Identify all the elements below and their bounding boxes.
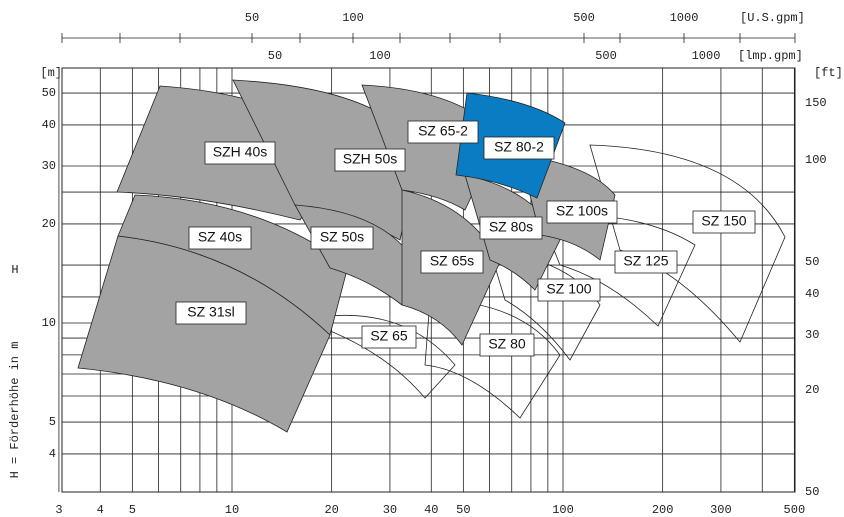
tick-label: 200 xyxy=(652,503,674,517)
tick-label: 150 xyxy=(805,96,827,110)
tick-label: 500 xyxy=(595,49,617,63)
tick-label: 50 xyxy=(42,86,56,100)
curve-label: SZ 100s xyxy=(556,203,608,219)
tick-label: 20 xyxy=(805,383,819,397)
pump-range xyxy=(299,314,456,399)
curve-label: SZ 65 xyxy=(370,328,408,344)
label-box xyxy=(483,136,555,160)
label-box xyxy=(361,325,417,349)
curve-label: SZ 65s xyxy=(430,253,474,269)
tick-label: 30 xyxy=(383,503,397,517)
tick-label: 50 xyxy=(268,49,282,63)
tick-label: 4 xyxy=(49,447,56,461)
axis-unit: [lmp.gpm] xyxy=(738,49,803,63)
tick-label: 30 xyxy=(805,328,819,342)
tick-label: 100 xyxy=(805,153,827,167)
tick-label: 5 xyxy=(129,503,136,517)
curve-label: SZ 31sl xyxy=(187,304,234,320)
curve-label: SZ 65-2 xyxy=(418,123,468,139)
label-box xyxy=(334,148,406,172)
tick-label: 500 xyxy=(784,503,806,517)
curve-label: SZ 100 xyxy=(546,281,591,297)
label-box xyxy=(188,226,252,250)
axis-unit: [ft] xyxy=(814,66,843,80)
label-box xyxy=(175,301,247,325)
tick-label: 50 xyxy=(245,11,259,25)
curve-label: SZ 150 xyxy=(701,213,746,229)
tick-label: 100 xyxy=(552,503,574,517)
curve-label: SZH 50s xyxy=(343,151,397,167)
curve-label: SZH 40s xyxy=(213,144,267,160)
tick-label: 50 xyxy=(456,503,470,517)
axis-title: H = Förderhöhe in m xyxy=(8,342,22,479)
label-box xyxy=(537,278,601,302)
axis-unit: [U.S.gpm] xyxy=(740,11,805,25)
curve-label: SZ 80s xyxy=(489,219,533,235)
tick-label: 1000 xyxy=(670,11,699,25)
tick-label: 4 xyxy=(97,503,104,517)
tick-label: 40 xyxy=(42,118,56,132)
axis-unit: [m] xyxy=(40,66,62,80)
tick-label: 50 xyxy=(805,255,819,269)
label-box xyxy=(204,141,276,165)
label-box xyxy=(479,333,535,357)
curve-label: SZ 50s xyxy=(320,229,364,245)
tick-label: 40 xyxy=(424,503,438,517)
curve-label: SZ 80-2 xyxy=(494,139,544,155)
curve-label: SZ 125 xyxy=(623,253,668,269)
pump-range xyxy=(589,144,786,343)
label-box xyxy=(310,226,374,250)
tick-label: 100 xyxy=(369,49,391,63)
curve-label: SZ 40s xyxy=(198,229,242,245)
tick-label: 10 xyxy=(42,316,56,330)
label-box xyxy=(546,200,618,224)
tick-label: 500 xyxy=(573,11,595,25)
tick-label: 30 xyxy=(42,159,56,173)
tick-label: 50 xyxy=(805,485,819,499)
axis-label: H xyxy=(11,263,18,277)
plot-frame xyxy=(61,67,796,493)
label-box xyxy=(420,250,484,274)
label-box xyxy=(614,250,678,274)
curve-label: SZ 80 xyxy=(488,336,526,352)
tick-label: 20 xyxy=(324,503,338,517)
tick-label: 10 xyxy=(225,503,239,517)
tick-label: 40 xyxy=(805,287,819,301)
tick-label: 3 xyxy=(55,503,62,517)
tick-label: 100 xyxy=(342,11,364,25)
tick-label: 20 xyxy=(42,217,56,231)
tick-label: 5 xyxy=(49,415,56,429)
label-box xyxy=(692,210,756,234)
tick-label: 300 xyxy=(710,503,732,517)
tick-label: 1000 xyxy=(692,49,721,63)
label-box xyxy=(479,216,543,240)
label-box xyxy=(407,120,479,144)
